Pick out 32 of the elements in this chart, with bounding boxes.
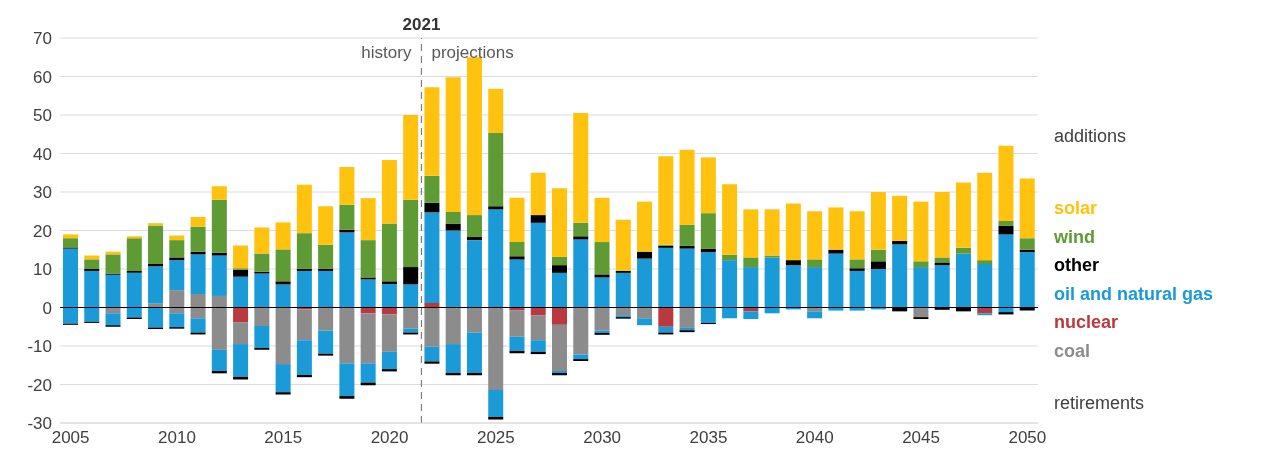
y-tick-label: 10 xyxy=(33,260,52,280)
x-tick-label: 2025 xyxy=(476,428,515,448)
text: coal xyxy=(1054,340,1091,362)
x-tick-label: 2005 xyxy=(51,428,90,448)
text: nuclear xyxy=(1054,312,1119,333)
series-label: other xyxy=(1054,255,1099,276)
y-tick-label: 0 xyxy=(42,298,52,318)
y-tick-label: 70 xyxy=(33,29,52,49)
ref-line-label: 2021 xyxy=(402,15,441,34)
x-tick-label: 2020 xyxy=(370,428,409,448)
x-tick-label: 2015 xyxy=(264,428,303,448)
x-tick-label: 2030 xyxy=(583,428,622,448)
text: retirements xyxy=(1054,393,1145,414)
y-tick-label: 30 xyxy=(33,183,52,203)
series-label: wind xyxy=(1054,226,1095,248)
y-tick-label: -10 xyxy=(27,337,52,357)
y-tick-label: 60 xyxy=(33,67,52,87)
x-tick-label: 2045 xyxy=(902,428,940,448)
x-tick-label: 2050 xyxy=(1008,428,1047,448)
x-tick-label: 2040 xyxy=(795,428,834,448)
x-tick-label: 2010 xyxy=(158,428,196,448)
y-tick-label: -20 xyxy=(27,375,52,395)
y-tick-label: 20 xyxy=(33,221,52,241)
annotation: history xyxy=(361,43,412,62)
series-label: solar xyxy=(1054,198,1098,219)
text: additions xyxy=(1054,126,1127,147)
y-tick-label: 40 xyxy=(33,144,52,164)
annotation: projections xyxy=(431,43,514,62)
series-label: oil and natural gas xyxy=(1054,283,1214,305)
y-tick-label: -30 xyxy=(27,414,52,434)
x-tick-label: 2035 xyxy=(689,428,728,448)
y-tick-label: 50 xyxy=(33,106,52,126)
